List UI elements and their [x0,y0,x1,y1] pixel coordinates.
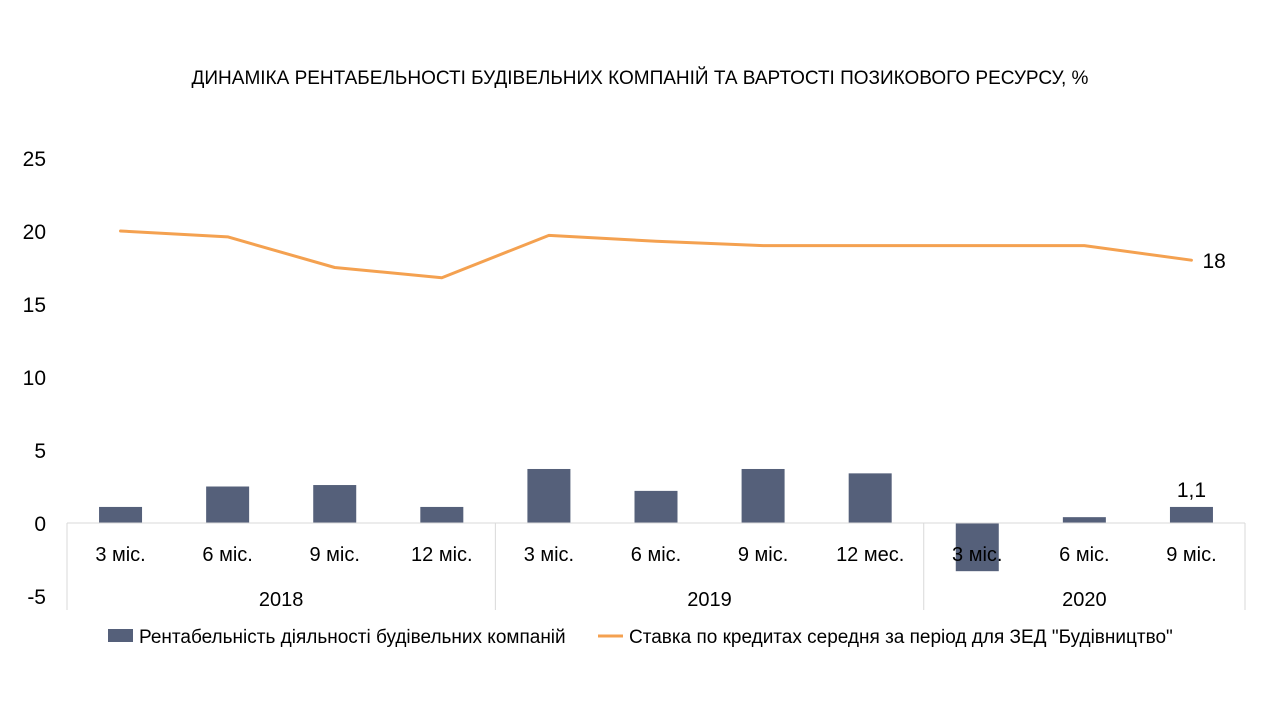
x-tick-label: 6 міс. [631,544,681,566]
line-data-label: 18 [1202,250,1225,273]
bar [1062,517,1106,523]
legend-label-line: Ставка по кредитах середня за період для… [629,627,1173,648]
bar [420,506,464,523]
y-tick-label: 10 [23,367,46,390]
legend: Рентабельність діяльності будівельних ко… [108,627,1173,648]
line-series-path [119,229,1193,280]
bar-data-label: 1,1 [1177,479,1206,502]
x-axis: 2018 2019 2020 3 міс. 6 міс. 9 міс. 12 міс. 3 м… [66,522,1246,611]
bar [848,473,892,523]
y-tick-label: 15 [23,294,46,317]
legend-swatch-bar [108,629,133,642]
bar [741,468,785,523]
y-axis: -5 0 5 10 15 20 25 [23,148,46,609]
x-tick-label: 3 міс. [524,544,574,566]
line-series [119,229,1193,280]
y-tick-label: -5 [27,586,46,609]
x-tick-label: 6 міс. [1059,544,1109,566]
x-tick-label: 3 міс. [952,544,1002,566]
x-tick-label: 12 мес. [836,544,904,566]
data-labels: 1,1 18 [1177,250,1226,502]
bar [313,485,357,523]
bar [634,490,678,523]
x-tick-label: 6 міс. [202,544,252,566]
x-tick-label: 9 міс. [738,544,788,566]
legend-label-bar: Рентабельність діяльності будівельних ко… [139,627,566,648]
y-tick-label: 20 [23,221,46,244]
x-group-label: 2018 [259,589,304,611]
x-tick-label: 9 міс. [310,544,360,566]
x-tick-label: 12 міс. [411,544,473,566]
bar [1169,506,1213,523]
bar [99,506,143,523]
chart-title: ДИНАМІКА РЕНТАБЕЛЬНОСТІ БУДІВЕЛЬНИХ КОМП… [192,67,1089,89]
y-tick-label: 5 [34,440,46,463]
bar [206,486,250,523]
bar-series [99,468,1213,572]
x-tick-label: 9 міс. [1166,544,1216,566]
x-tick-label: 3 міс. [95,544,145,566]
y-tick-label: 0 [34,513,46,536]
x-group-label: 2019 [687,589,732,611]
x-group-label: 2020 [1062,589,1107,611]
bar [527,468,571,523]
y-tick-label: 25 [23,148,46,171]
bar [955,523,999,572]
